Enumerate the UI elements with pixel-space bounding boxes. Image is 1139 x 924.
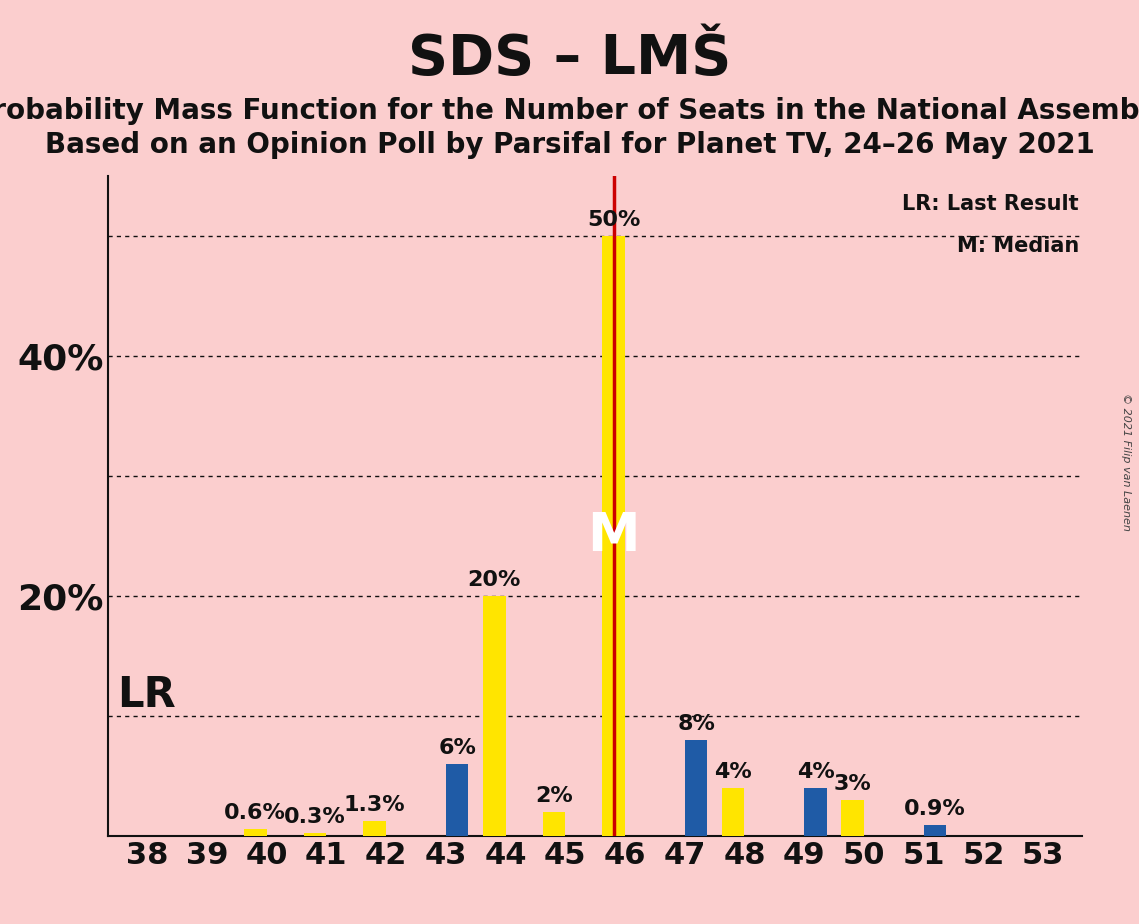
Text: 4%: 4% <box>796 762 835 782</box>
Text: 8%: 8% <box>678 714 715 734</box>
Text: 3%: 3% <box>834 774 871 794</box>
Text: 50%: 50% <box>587 210 640 230</box>
Text: LR: LR <box>117 675 175 716</box>
Text: 0.9%: 0.9% <box>904 799 966 820</box>
Bar <box>542 812 565 836</box>
Text: M: M <box>588 510 640 562</box>
Text: SDS – LMŠ: SDS – LMŠ <box>408 32 731 86</box>
Text: © 2021 Filip van Laenen: © 2021 Filip van Laenen <box>1121 393 1131 531</box>
Bar <box>483 596 506 836</box>
Bar <box>244 829 267 836</box>
Text: 2%: 2% <box>535 786 573 806</box>
Text: 0.3%: 0.3% <box>284 807 346 827</box>
Text: Probability Mass Function for the Number of Seats in the National Assembly: Probability Mass Function for the Number… <box>0 97 1139 125</box>
Text: 6%: 6% <box>439 738 476 758</box>
Text: 0.6%: 0.6% <box>224 803 286 823</box>
Text: 1.3%: 1.3% <box>344 795 405 815</box>
Bar <box>445 764 468 836</box>
Bar <box>363 821 386 836</box>
Bar <box>603 236 625 836</box>
Text: 20%: 20% <box>467 570 521 590</box>
Text: LR: Last Result: LR: Last Result <box>902 194 1079 213</box>
Text: M: Median: M: Median <box>957 236 1079 256</box>
Bar <box>924 825 947 836</box>
Text: 4%: 4% <box>714 762 752 782</box>
Bar <box>804 788 827 836</box>
Bar <box>685 740 707 836</box>
Bar <box>722 788 745 836</box>
Bar <box>842 800 865 836</box>
Bar <box>304 833 326 836</box>
Text: Based on an Opinion Poll by Parsifal for Planet TV, 24–26 May 2021: Based on an Opinion Poll by Parsifal for… <box>44 131 1095 159</box>
